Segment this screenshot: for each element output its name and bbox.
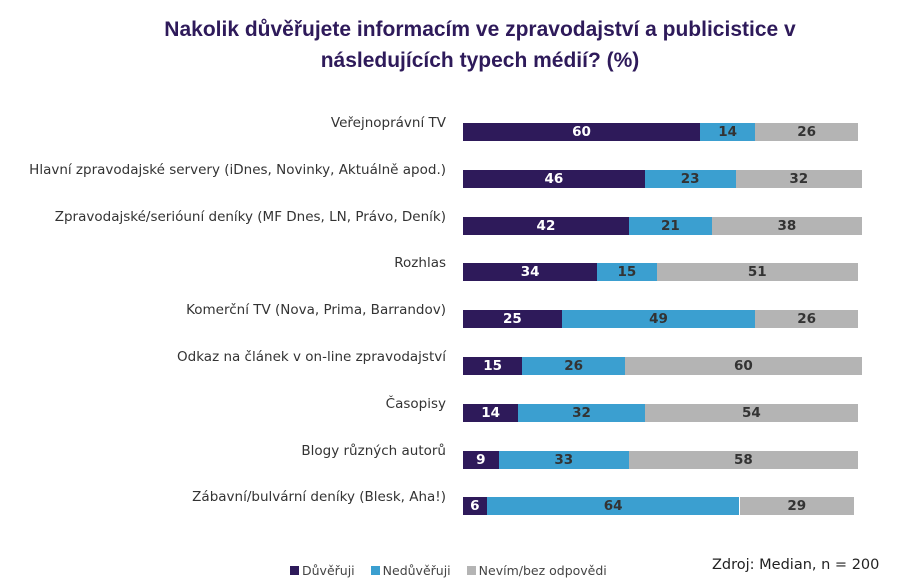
category-label: Hlavní zpravodajské servery (iDnes, Novi… bbox=[29, 161, 446, 178]
bar-segment: 26 bbox=[522, 357, 625, 375]
bar-segment: 6 bbox=[463, 497, 487, 516]
category-label: Zábavní/bulvární deníky (Blesk, Aha!) bbox=[192, 489, 446, 506]
data-label: 60 bbox=[734, 358, 753, 374]
bar-segment: 26 bbox=[755, 123, 858, 141]
category-label: Blogy různých autorů bbox=[301, 442, 446, 459]
bar-segment: 32 bbox=[735, 169, 862, 188]
bar-segment: 51 bbox=[656, 263, 858, 282]
bar-segment: 29 bbox=[739, 497, 855, 516]
data-label: 64 bbox=[603, 498, 623, 515]
bar-segment: 33 bbox=[498, 450, 629, 469]
data-label: 21 bbox=[660, 217, 680, 234]
bar-segment: 14 bbox=[463, 403, 519, 422]
legend-label: Nevím/bez odpovědi bbox=[478, 563, 607, 578]
bar-segment: 60 bbox=[463, 123, 700, 141]
legend: Důvěřuji Nedůvěřuji Nevím/bez odpovědi bbox=[290, 563, 607, 578]
category-label: Časopisy bbox=[385, 395, 446, 412]
data-label: 60 bbox=[572, 124, 591, 140]
category-label: Rozhlas bbox=[394, 255, 446, 272]
category-label: Veřejnoprávní TV bbox=[330, 115, 446, 131]
data-label: 51 bbox=[747, 264, 767, 281]
data-label: 15 bbox=[483, 358, 503, 374]
bar-segment: 38 bbox=[711, 216, 862, 235]
data-label: 32 bbox=[572, 404, 591, 421]
data-label: 25 bbox=[502, 311, 522, 328]
data-label: 58 bbox=[734, 451, 753, 468]
bar-segment: 34 bbox=[463, 263, 598, 282]
legend-swatch bbox=[370, 566, 380, 575]
data-label: 26 bbox=[797, 124, 817, 140]
legend-swatch bbox=[466, 566, 476, 575]
legend-item: Nevím/bez odpovědi bbox=[466, 563, 607, 578]
data-label: 14 bbox=[481, 404, 501, 421]
data-label: 34 bbox=[520, 264, 540, 281]
legend-label: Nedůvěřuji bbox=[382, 563, 451, 578]
bar-segment: 60 bbox=[624, 357, 862, 375]
bar-segment: 58 bbox=[628, 450, 858, 469]
data-label: 26 bbox=[564, 358, 583, 374]
bar-segment: 54 bbox=[644, 403, 858, 422]
category-label: Zpravodajské/serióuní deníky (MF Dnes, L… bbox=[54, 208, 446, 225]
data-label: 14 bbox=[718, 124, 738, 140]
bar-segment: 25 bbox=[463, 310, 562, 329]
bar-segment: 9 bbox=[463, 450, 499, 469]
legend-item: Důvěřuji bbox=[290, 563, 355, 578]
legend-item: Nedůvěřuji bbox=[370, 563, 451, 578]
data-label: 42 bbox=[536, 217, 556, 234]
bar-segment: 21 bbox=[628, 216, 712, 235]
bar-segment: 23 bbox=[644, 169, 736, 188]
data-label: 23 bbox=[680, 170, 700, 187]
data-label: 33 bbox=[554, 451, 574, 468]
category-label: Komerční TV (Nova, Prima, Barrandov) bbox=[186, 302, 446, 319]
source: Zdroj: Median, n = 200 bbox=[712, 557, 880, 573]
category-label: Odkaz na článek v on-line zpravodajství bbox=[177, 349, 446, 365]
bar-segment: 14 bbox=[700, 123, 756, 141]
data-label: 49 bbox=[649, 311, 668, 328]
data-label: 54 bbox=[741, 404, 761, 421]
bar-segment: 32 bbox=[518, 403, 645, 422]
chart-title: Nakolik důvěřujete informacím ve zpravod… bbox=[164, 18, 796, 72]
bar-segment: 26 bbox=[755, 310, 858, 329]
data-label: 9 bbox=[476, 451, 486, 468]
bar-segment: 15 bbox=[597, 263, 657, 282]
data-label: 26 bbox=[797, 311, 817, 328]
data-label: 46 bbox=[544, 170, 564, 187]
bar-segment: 49 bbox=[561, 310, 756, 329]
data-label: 6 bbox=[470, 498, 480, 515]
bar-segment: 42 bbox=[463, 216, 629, 235]
data-label: 29 bbox=[787, 498, 807, 515]
bar-segment: 46 bbox=[463, 169, 645, 188]
bar-segment: 64 bbox=[486, 497, 740, 516]
legend-label: Důvěřuji bbox=[302, 563, 355, 578]
legend-swatch bbox=[290, 566, 299, 575]
data-label: 15 bbox=[617, 264, 637, 281]
data-label: 32 bbox=[789, 170, 809, 187]
bar-segment: 15 bbox=[463, 357, 523, 375]
data-label: 38 bbox=[777, 217, 797, 234]
